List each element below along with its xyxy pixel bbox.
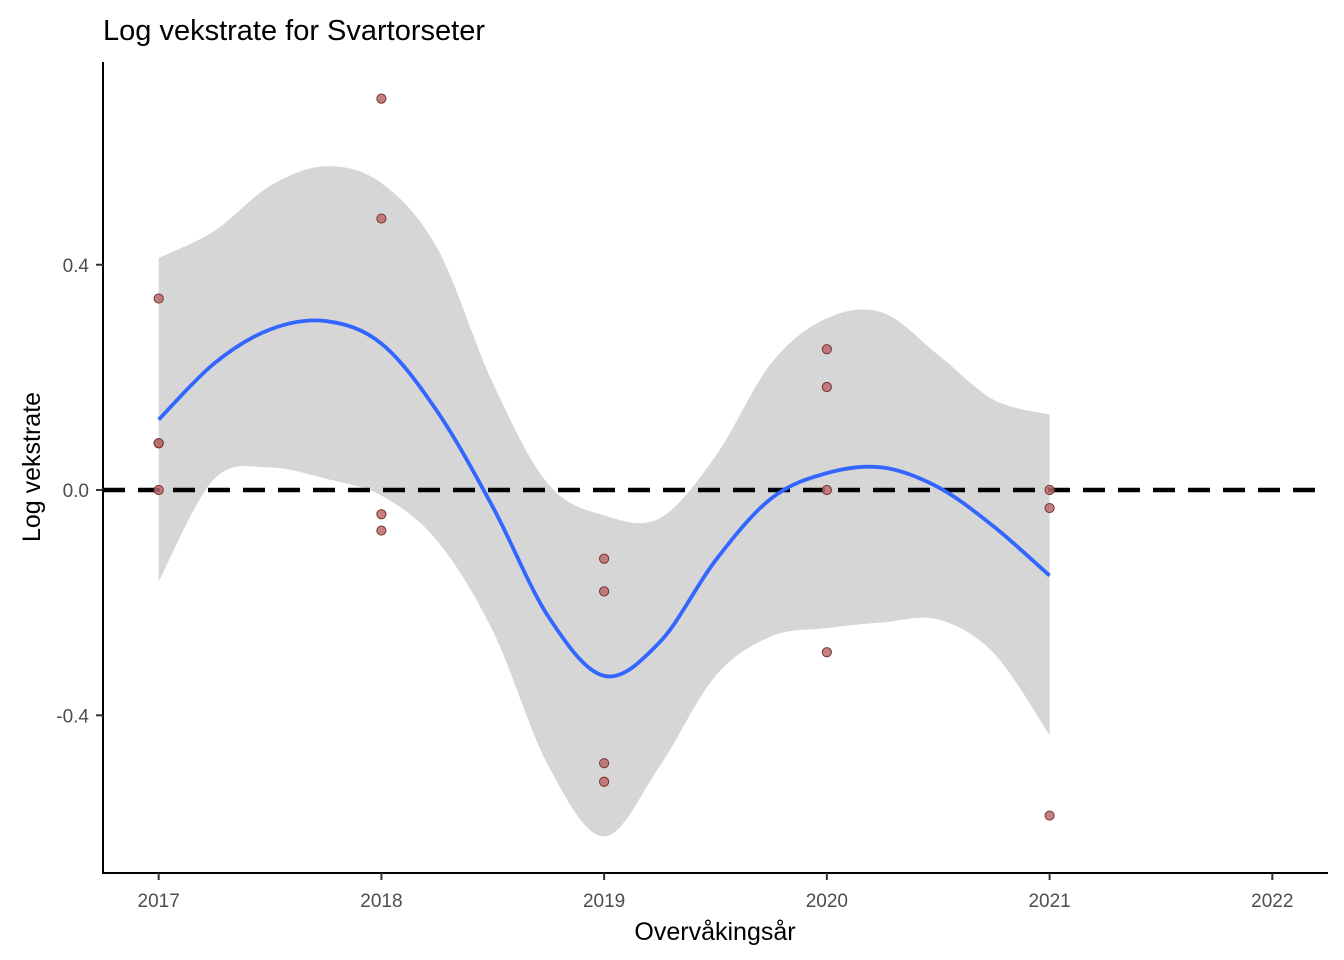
data-point: [821, 381, 832, 393]
data-point: [1044, 502, 1055, 514]
y-tick-label: -0.4: [56, 706, 89, 727]
y-tick-label: 0.0: [63, 481, 89, 502]
x-axis-label: Overvåkingsår: [634, 918, 795, 946]
plot-area: [103, 93, 1328, 837]
x-tick-label: 2022: [1251, 891, 1293, 912]
data-point: [599, 758, 610, 769]
x-tick-label: 2017: [138, 891, 180, 912]
data-point: [376, 509, 387, 520]
data-point: [821, 647, 832, 658]
y-axis-label: Log vekstrate: [18, 392, 46, 542]
data-point: [821, 484, 832, 496]
data-point: [821, 344, 832, 355]
data-point: [376, 93, 387, 104]
data-point: [376, 213, 387, 224]
data-points: [153, 93, 1055, 821]
x-tick-label: 2021: [1028, 891, 1070, 912]
x-axis-ticks: 2017 2018 2019 2020 2021 2022: [138, 873, 1293, 912]
confidence-ribbon: [158, 166, 1050, 837]
x-tick-label: 2018: [360, 891, 402, 912]
data-point: [1044, 810, 1055, 821]
y-axis-ticks: -0.4 0.0 0.4: [56, 256, 103, 727]
data-point: [599, 776, 610, 787]
chart-title: Log vekstrate for Svartorseter: [103, 15, 485, 47]
data-point: [376, 525, 387, 536]
data-point: [599, 553, 610, 564]
y-tick-label: 0.4: [63, 256, 90, 277]
data-point: [153, 293, 164, 304]
smooth-line: [157, 318, 1051, 679]
data-point: [153, 438, 164, 449]
data-point: [599, 586, 610, 597]
data-point: [1044, 484, 1055, 496]
x-tick-label: 2019: [583, 891, 625, 912]
x-tick-label: 2020: [806, 891, 848, 912]
data-point: [153, 484, 164, 496]
